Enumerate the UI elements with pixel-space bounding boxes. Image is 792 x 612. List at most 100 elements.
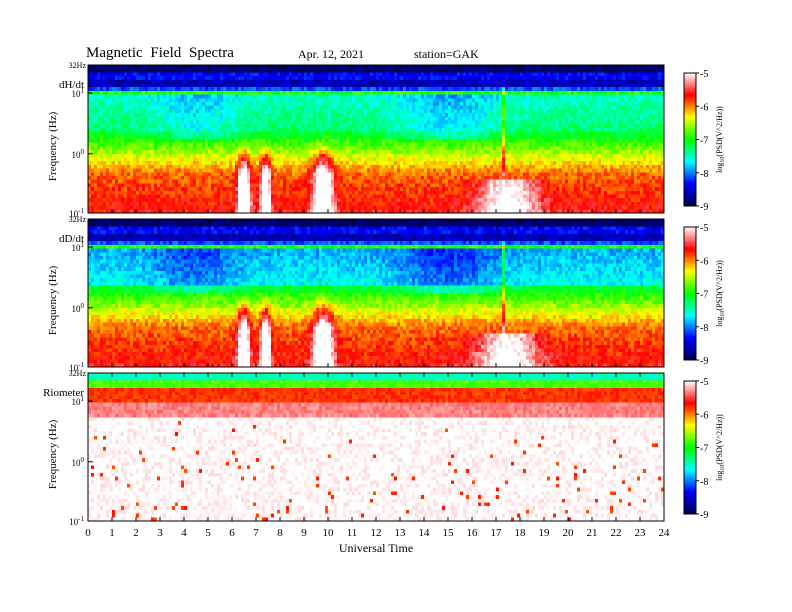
heatmap-cell xyxy=(649,65,653,70)
heatmap-cell xyxy=(247,105,251,110)
heatmap-cell xyxy=(295,87,299,92)
heatmap-cell xyxy=(286,127,290,132)
heatmap-cell xyxy=(118,83,122,88)
heatmap-cell xyxy=(274,87,278,92)
heatmap-cell xyxy=(88,161,92,166)
heatmap-cell xyxy=(526,98,530,103)
heatmap-cell xyxy=(271,157,275,162)
heatmap-cell xyxy=(556,68,560,73)
heatmap-cell xyxy=(337,87,341,92)
heatmap-cell xyxy=(289,157,293,162)
heatmap-cell xyxy=(595,98,599,103)
heatmap-cell xyxy=(589,90,593,95)
heatmap-cell xyxy=(151,79,155,84)
heatmap-cell xyxy=(181,65,185,70)
heatmap-cell xyxy=(610,131,614,136)
heatmap-cell xyxy=(427,116,431,121)
heatmap-cell xyxy=(175,68,179,73)
heatmap-cell xyxy=(391,79,395,84)
heatmap-cell xyxy=(157,79,161,84)
heatmap-cell xyxy=(496,83,500,88)
heatmap-cell xyxy=(154,135,158,140)
heatmap-cell xyxy=(574,120,578,125)
heatmap-cell xyxy=(547,142,551,147)
heatmap-cell xyxy=(106,72,110,77)
heatmap-cell xyxy=(271,68,275,73)
heatmap-cell xyxy=(208,150,212,155)
heatmap-cell xyxy=(334,65,338,70)
heatmap-cell xyxy=(535,98,539,103)
heatmap-cell xyxy=(421,72,425,77)
heatmap-cell xyxy=(394,146,398,151)
heatmap-cell xyxy=(331,116,335,121)
heatmap-cell xyxy=(220,127,224,132)
heatmap-cell xyxy=(310,124,314,129)
heatmap-cell xyxy=(91,120,95,125)
heatmap-cell xyxy=(241,135,245,140)
heatmap-cell xyxy=(109,135,113,140)
heatmap-cell xyxy=(400,116,404,121)
heatmap-cell xyxy=(394,102,398,107)
heatmap-cell xyxy=(193,102,197,107)
heatmap-cell xyxy=(508,76,512,81)
heatmap-cell xyxy=(328,127,332,132)
heatmap-cell xyxy=(349,116,353,121)
heatmap-cell xyxy=(634,109,638,114)
heatmap-cell xyxy=(331,65,335,70)
heatmap-cell xyxy=(223,87,227,92)
heatmap-cell xyxy=(544,116,548,121)
heatmap-cell xyxy=(265,72,269,77)
heatmap-cell xyxy=(481,68,485,73)
heatmap-cell xyxy=(577,131,581,136)
heatmap-cell xyxy=(265,65,269,70)
heatmap-cell xyxy=(523,120,527,125)
heatmap-cell xyxy=(571,131,575,136)
heatmap-cell xyxy=(223,65,227,70)
heatmap-cell xyxy=(565,157,569,162)
heatmap-cell xyxy=(478,94,482,99)
heatmap-cell xyxy=(613,120,617,125)
heatmap-cell xyxy=(130,79,134,84)
heatmap-cell xyxy=(646,153,650,158)
heatmap-cell xyxy=(532,127,536,132)
heatmap-cell xyxy=(481,83,485,88)
heatmap-cell xyxy=(244,76,248,81)
heatmap-cell xyxy=(163,139,167,144)
heatmap-cell xyxy=(184,153,188,158)
heatmap-cell xyxy=(598,105,602,110)
heatmap-cell xyxy=(229,120,233,125)
heatmap-cell xyxy=(277,139,281,144)
heatmap-cell xyxy=(445,87,449,92)
heatmap-cell xyxy=(571,87,575,92)
heatmap-cell xyxy=(190,135,194,140)
heatmap-cell xyxy=(502,94,506,99)
heatmap-cell xyxy=(448,150,452,155)
heatmap-cell xyxy=(220,153,224,158)
heatmap-cell xyxy=(274,102,278,107)
heatmap-cell xyxy=(622,68,626,73)
heatmap-cell xyxy=(286,87,290,92)
heatmap-cell xyxy=(460,127,464,132)
heatmap-cell xyxy=(367,109,371,114)
heatmap-cell xyxy=(91,102,95,107)
heatmap-cell xyxy=(655,72,659,77)
heatmap-cell xyxy=(424,135,428,140)
heatmap-cell xyxy=(364,72,368,77)
heatmap-cell xyxy=(268,146,272,151)
heatmap-cell xyxy=(250,98,254,103)
heatmap-cell xyxy=(280,135,284,140)
heatmap-cell xyxy=(457,65,461,70)
heatmap-cell xyxy=(472,150,476,155)
heatmap-cell xyxy=(208,157,212,162)
heatmap-cell xyxy=(334,157,338,162)
heatmap-cell xyxy=(163,83,167,88)
heatmap-cell xyxy=(169,65,173,70)
heatmap-cell xyxy=(466,109,470,114)
heatmap-cell xyxy=(241,83,245,88)
heatmap-cell xyxy=(175,157,179,162)
heatmap-cell xyxy=(337,83,341,88)
heatmap-cell xyxy=(403,98,407,103)
heatmap-cell xyxy=(280,98,284,103)
heatmap-cell xyxy=(157,127,161,132)
heatmap-cell xyxy=(433,98,437,103)
